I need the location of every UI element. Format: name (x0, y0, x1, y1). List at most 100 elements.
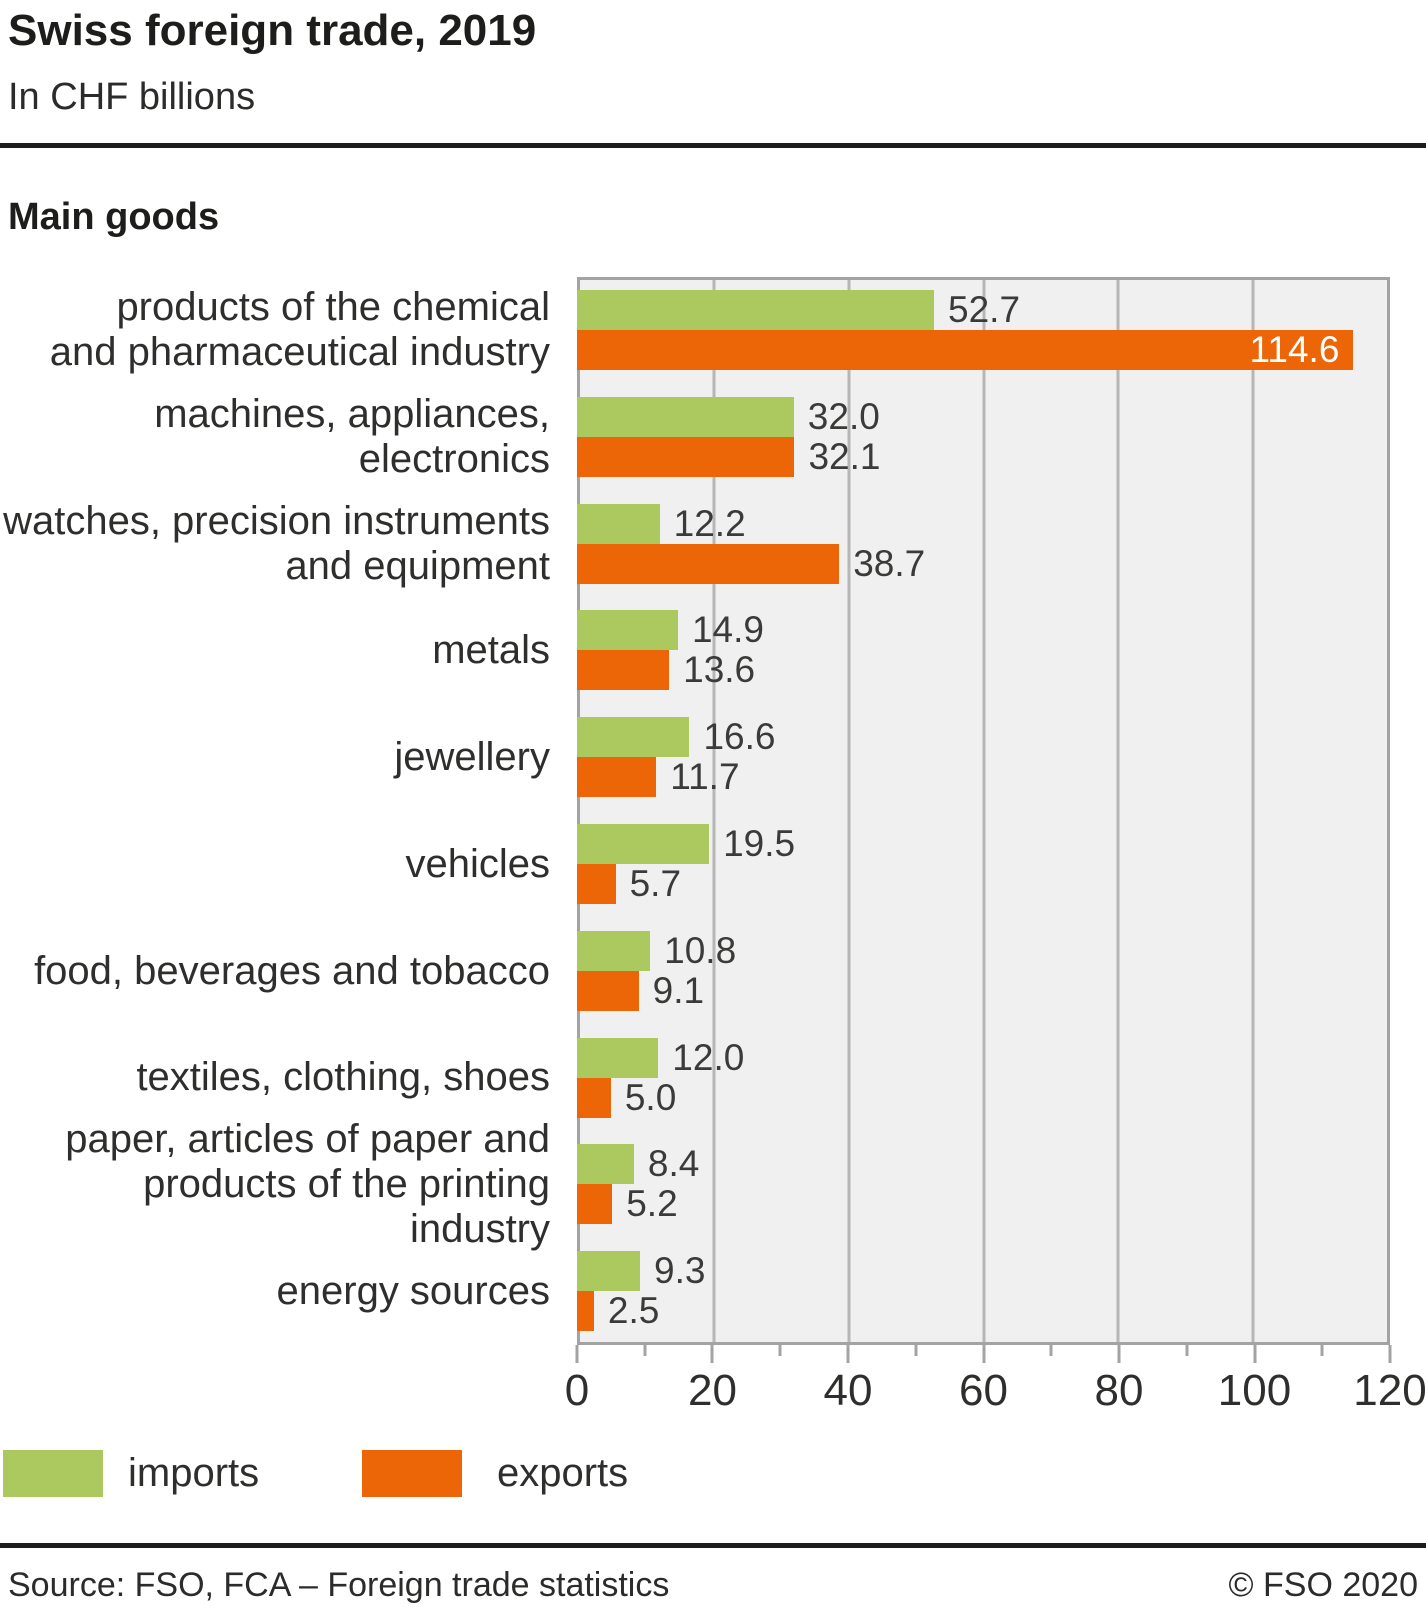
footer-source: Source: FSO, FCA – Foreign trade statist… (8, 1566, 670, 1604)
category-label-line: products of the chemical (116, 285, 550, 330)
category-label: vehicles (0, 811, 550, 918)
chart-section-title: Main goods (8, 196, 220, 238)
bar-value-label: 9.3 (654, 1250, 706, 1292)
chart-row: machines, appliances, electronics 32.0 32.… (0, 384, 1426, 491)
x-axis-tick-label: 120 (1353, 1366, 1426, 1415)
bar-value-label: 5.0 (624, 1076, 677, 1118)
bars-area: 19.5 5.7 (577, 811, 1390, 918)
bar-value-label: 19.5 (723, 822, 796, 864)
bar-value-label: 32.0 (807, 395, 880, 437)
category-label-line: and equipment (285, 543, 550, 588)
category-label-line: watches, precision instruments (3, 498, 550, 543)
chart-row: watches, precision instruments and equipm… (0, 491, 1426, 598)
category-label-line: metals (432, 628, 550, 673)
bar-value-label: 114.6 (1249, 329, 1340, 370)
chart-row: energy sources 9.3 2.5 (0, 1238, 1426, 1345)
x-axis-tick-label: 80 (1094, 1366, 1144, 1415)
legend-swatch-exports (362, 1450, 462, 1497)
x-axis-minor-tick (914, 1345, 918, 1356)
category-label-line: machines, appliances, electronics (154, 392, 550, 482)
category-label-line: vehicles (405, 841, 550, 886)
category-label: paper, articles of paper and products of … (0, 1117, 550, 1251)
bar-imports (577, 1037, 659, 1078)
bar-value-label: 2.5 (607, 1290, 660, 1332)
bar-exports (577, 1184, 613, 1225)
x-axis-minor-tick (1320, 1345, 1324, 1356)
bar-value-label: 5.2 (626, 1183, 678, 1225)
bars-area: 52.7 114.6 (577, 277, 1390, 384)
bar-imports (577, 396, 794, 437)
bar-imports (577, 1144, 634, 1185)
gridline (982, 280, 985, 1342)
chart-row: textiles, clothing, shoes 12.0 5.0 (0, 1025, 1426, 1132)
x-axis-major-tick (575, 1345, 579, 1363)
header-divider (0, 143, 1426, 148)
footer-divider (0, 1543, 1426, 1548)
legend: imports exports (3, 1450, 1003, 1498)
bar-imports (577, 823, 710, 864)
x-axis-major-tick (1253, 1345, 1256, 1363)
x-axis-minor-tick (1049, 1345, 1053, 1356)
x-axis-minor-tick (778, 1345, 782, 1356)
bar-imports (577, 610, 678, 651)
category-label-line: and pharmaceutical industry (49, 330, 550, 375)
x-axis-tick-label: 100 (1217, 1366, 1292, 1415)
bars-area: 32.0 32.1 (577, 384, 1390, 491)
category-label-line: textiles, clothing, shoes (136, 1055, 550, 1100)
bar-value-label: 11.7 (670, 756, 740, 798)
category-label: jewellery (0, 704, 550, 811)
x-axis-tick-label: 0 (564, 1366, 590, 1415)
bar-imports (577, 1251, 640, 1292)
bar-value-label: 12.0 (672, 1036, 745, 1078)
footer-copyright: © FSO 2020 (1228, 1566, 1418, 1604)
bar-imports (577, 503, 660, 544)
x-axis-major-tick (1388, 1345, 1392, 1363)
category-label: textiles, clothing, shoes (0, 1025, 550, 1132)
bar-imports (577, 717, 690, 758)
bar-value-label: 8.4 (647, 1143, 700, 1185)
gridline (1116, 280, 1120, 1342)
x-axis-tick-label: 60 (959, 1366, 1008, 1415)
x-axis-minor-tick (643, 1345, 647, 1356)
category-label: machines, appliances, electronics (0, 384, 550, 491)
bar-exports (577, 757, 657, 798)
x-axis-ticks (575, 1345, 1392, 1367)
bars-area: 12.0 5.0 (577, 1025, 1390, 1132)
category-label-line: products of the printing industry (143, 1162, 550, 1252)
bars-area: 14.9 13.6 (577, 597, 1390, 704)
category-label: energy sources (0, 1238, 550, 1345)
bar-value-label: 16.6 (703, 716, 776, 758)
bar-value-label: 52.7 (948, 289, 1021, 330)
legend-swatch-imports (3, 1450, 103, 1497)
x-axis-major-tick (710, 1345, 714, 1363)
bar-exports (577, 650, 670, 691)
bars-area: 12.2 38.7 (577, 491, 1390, 598)
bars-area: 8.4 5.2 (577, 1131, 1390, 1238)
category-label-line: jewellery (394, 735, 550, 780)
legend-label-imports: imports (128, 1451, 260, 1495)
page-subtitle: In CHF billions (8, 76, 256, 118)
category-label-line: paper, articles of paper and (65, 1117, 550, 1162)
x-axis-tick-labels: 0 20 40 60 80 100 120 (565, 1366, 1426, 1422)
x-axis-major-tick (846, 1345, 850, 1363)
bar-exports (577, 863, 616, 904)
bars-area: 9.3 2.5 (577, 1238, 1390, 1345)
bar-exports (577, 543, 840, 584)
gridline (847, 280, 851, 1342)
bars-area: 10.8 9.1 (577, 918, 1390, 1025)
x-axis-minor-tick (1185, 1345, 1189, 1356)
bar-exports (577, 970, 639, 1011)
chart-row: metals 14.9 13.6 (0, 597, 1426, 704)
x-axis-tick-label: 40 (823, 1366, 873, 1415)
x-axis-tick-label: 20 (688, 1366, 737, 1415)
legend-label-exports: exports (497, 1451, 629, 1495)
bar-value-label: 9.1 (652, 969, 705, 1011)
bar-exports (577, 1077, 611, 1118)
chart-row: food, beverages and tobacco 10.8 9.1 (0, 918, 1426, 1025)
chart-row: vehicles 19.5 5.7 (0, 811, 1426, 918)
chart-rows: products of the chemical and pharmaceutic… (0, 277, 1426, 1345)
category-label: products of the chemical and pharmaceutic… (0, 277, 550, 384)
bar-exports (577, 1291, 594, 1332)
category-label-line: food, beverages and tobacco (34, 948, 550, 993)
bar-value-label: 38.7 (853, 542, 926, 584)
